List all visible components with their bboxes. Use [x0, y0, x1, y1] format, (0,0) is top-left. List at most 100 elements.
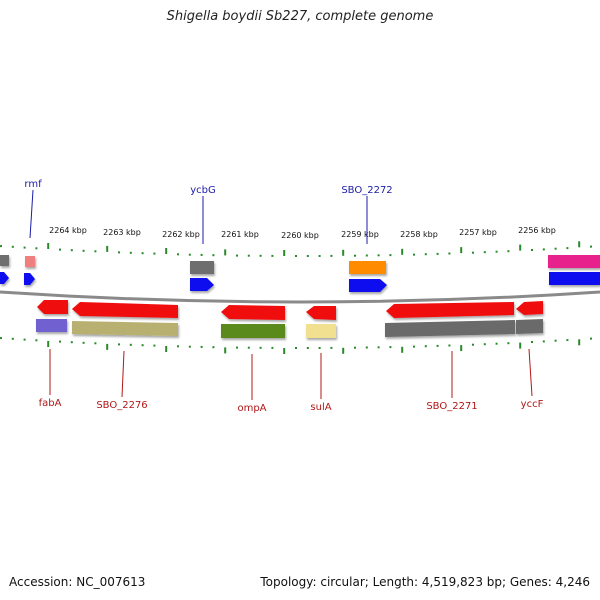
major-tick — [283, 348, 286, 354]
leader-line-rmf — [29, 189, 34, 239]
map-title: Shigella boydii Sb227, complete genome — [166, 9, 434, 24]
major-tick — [165, 248, 168, 254]
minor-tick — [94, 250, 97, 253]
scale-label: 2256 kbp — [518, 226, 556, 235]
minor-tick — [318, 347, 321, 349]
minor-tick — [236, 346, 238, 349]
gene-box-SBO_2272 — [349, 261, 386, 274]
minor-tick — [365, 346, 368, 349]
minor-tick — [200, 253, 203, 256]
minor-tick — [365, 254, 368, 257]
reverse-arrow-SBO_2276 — [72, 302, 178, 318]
forward-arrow — [24, 273, 35, 285]
minor-tick — [247, 346, 250, 349]
gene-box-ycbG — [190, 261, 214, 274]
major-tick — [106, 343, 109, 350]
minor-tick — [59, 340, 61, 343]
minor-tick — [306, 347, 309, 349]
minor-tick — [118, 251, 120, 254]
major-tick — [460, 247, 463, 254]
minor-tick — [354, 346, 356, 349]
minor-tick — [188, 253, 191, 256]
accession-text: Accession: NC_007613 — [9, 575, 146, 589]
minor-tick — [177, 253, 179, 256]
minor-tick — [259, 346, 262, 349]
gene-label-yccF: yccF — [521, 399, 544, 410]
scale-label: 2259 kbp — [341, 230, 379, 239]
minor-tick — [271, 254, 274, 257]
minor-tick — [212, 254, 215, 257]
major-tick — [342, 249, 345, 256]
minor-tick — [542, 248, 545, 251]
tick-row-bottom — [0, 337, 592, 354]
minor-tick — [70, 249, 73, 252]
gene-box-SBO_2271 — [385, 320, 515, 337]
minor-tick — [247, 254, 250, 257]
forward-arrow — [0, 272, 9, 284]
minor-tick — [330, 254, 333, 257]
minor-tick — [413, 253, 415, 256]
reverse-arrow-ompA — [221, 305, 285, 320]
minor-tick — [141, 252, 144, 255]
minor-tick — [23, 246, 26, 249]
reverse-arrow-sulA — [306, 306, 336, 320]
gene-label-rmf: rmf — [24, 179, 42, 190]
minor-tick — [295, 347, 297, 349]
tick-row-top — [0, 241, 592, 257]
minor-tick — [271, 346, 274, 349]
minor-tick — [531, 249, 533, 251]
minor-tick — [389, 346, 392, 349]
minor-tick — [236, 254, 238, 257]
gene-label-ycbG: ycbG — [190, 185, 216, 196]
minor-tick — [495, 250, 498, 253]
major-tick — [342, 347, 345, 354]
minor-tick — [0, 245, 2, 248]
minor-tick — [118, 343, 120, 346]
scale-label: 2262 kbp — [162, 230, 200, 239]
leader-line-yccF — [528, 348, 533, 397]
minor-tick — [472, 343, 474, 346]
minor-tick — [200, 345, 203, 348]
minor-tick — [153, 252, 156, 255]
minor-tick — [177, 345, 179, 348]
major-tick — [460, 345, 463, 352]
minor-tick — [188, 345, 191, 348]
minor-tick — [23, 338, 26, 341]
minor-tick — [59, 248, 61, 251]
minor-tick — [129, 251, 132, 254]
major-tick — [47, 341, 50, 347]
gene-box-gray-left — [0, 255, 9, 266]
minor-tick — [413, 345, 415, 348]
minor-tick — [566, 339, 569, 342]
minor-tick — [153, 344, 156, 347]
major-tick — [224, 249, 227, 256]
scale-label: 2263 kbp — [103, 228, 141, 237]
minor-tick — [306, 255, 309, 257]
minor-tick — [448, 344, 451, 347]
major-tick — [519, 342, 522, 349]
gene-label-fabA: fabA — [39, 398, 62, 409]
minor-tick — [424, 253, 427, 256]
minor-tick — [507, 250, 510, 253]
scale-label: 2261 kbp — [221, 230, 259, 239]
major-tick — [224, 347, 227, 354]
gene-box-sulA — [306, 324, 336, 338]
minor-tick — [35, 339, 38, 342]
genome-backbone — [0, 290, 600, 304]
major-tick — [106, 245, 109, 252]
gene-label-ompA: ompA — [237, 403, 266, 414]
gene-box-magenta-right — [548, 255, 600, 268]
minor-tick — [483, 251, 486, 254]
major-tick — [47, 243, 50, 249]
gene-box-ompA — [221, 324, 285, 338]
minor-tick — [212, 346, 215, 349]
minor-tick — [11, 337, 14, 340]
minor-tick — [377, 254, 380, 257]
scale-labels: 2264 kbp 2263 kbp 2262 kbp 2261 kbp 2260… — [49, 226, 556, 240]
minor-tick — [436, 252, 439, 255]
minor-tick — [554, 247, 557, 250]
gene-label-SBO_2272: SBO_2272 — [341, 185, 392, 196]
major-tick — [401, 346, 404, 353]
minor-tick — [377, 346, 380, 349]
